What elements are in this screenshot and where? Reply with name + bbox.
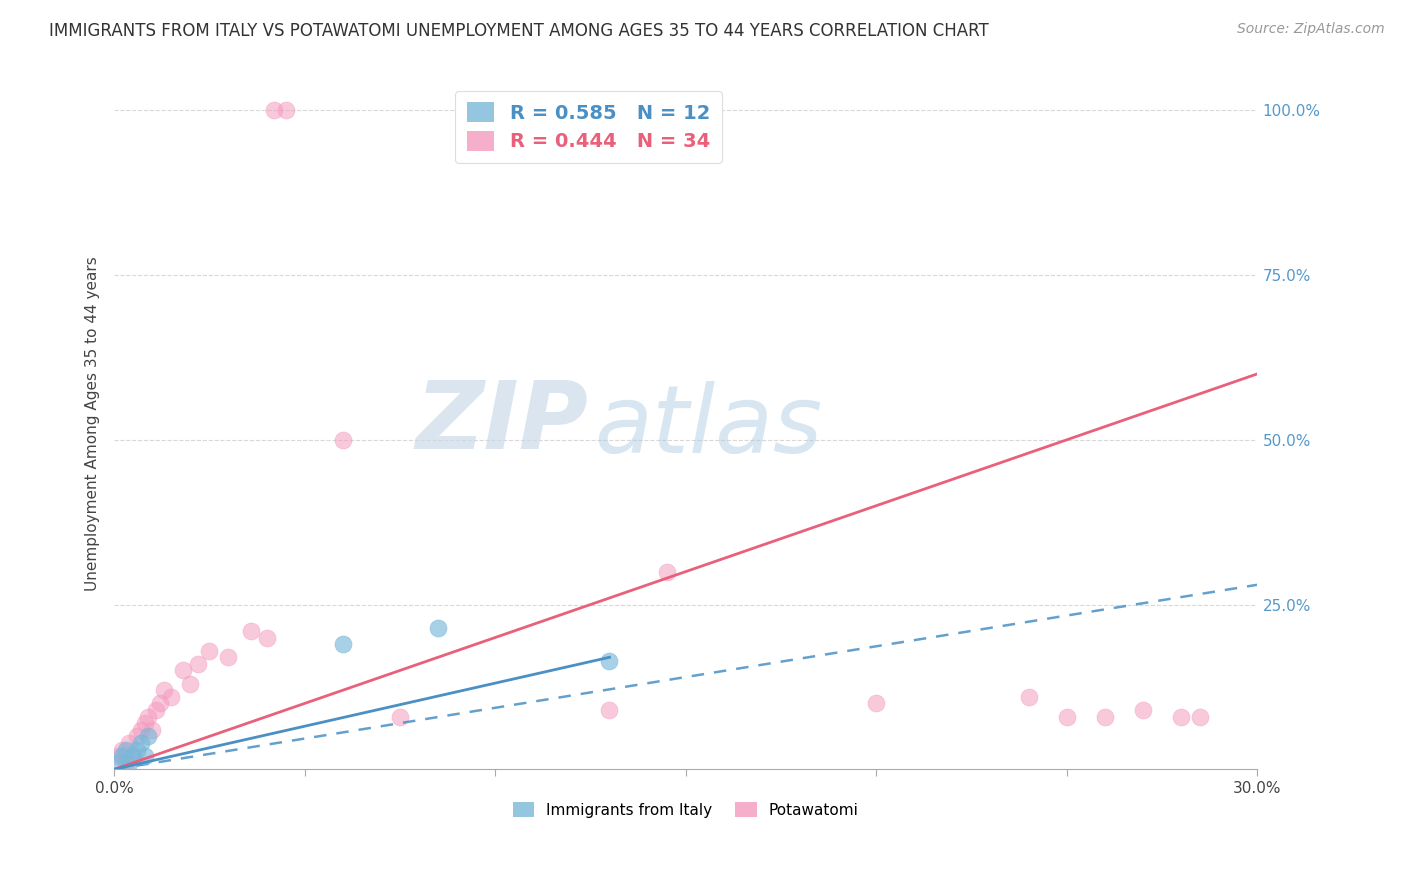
Point	[118, 756, 141, 770]
Text: Source: ZipAtlas.com: Source: ZipAtlas.com	[1237, 22, 1385, 37]
Point	[149, 697, 172, 711]
Point	[122, 749, 145, 764]
Point	[1094, 709, 1116, 723]
Point	[1170, 709, 1192, 723]
Point	[332, 637, 354, 651]
Point	[114, 742, 136, 756]
Point	[141, 723, 163, 737]
Y-axis label: Unemployment Among Ages 35 to 44 years: Unemployment Among Ages 35 to 44 years	[86, 256, 100, 591]
Legend: Immigrants from Italy, Potawatomi: Immigrants from Italy, Potawatomi	[506, 797, 865, 824]
Point	[198, 643, 221, 657]
Point	[107, 756, 129, 770]
Point	[218, 650, 240, 665]
Point	[118, 736, 141, 750]
Point	[172, 664, 194, 678]
Point	[598, 654, 620, 668]
Point	[138, 709, 160, 723]
Point	[179, 676, 201, 690]
Point	[598, 703, 620, 717]
Point	[187, 657, 209, 671]
Point	[160, 690, 183, 704]
Point	[1188, 709, 1211, 723]
Point	[655, 565, 678, 579]
Point	[1056, 709, 1078, 723]
Point	[107, 749, 129, 764]
Point	[427, 621, 450, 635]
Point	[129, 736, 152, 750]
Point	[274, 103, 297, 118]
Point	[1018, 690, 1040, 704]
Point	[240, 624, 263, 638]
Text: ZIP: ZIP	[416, 377, 589, 469]
Point	[145, 703, 167, 717]
Point	[388, 709, 411, 723]
Point	[1132, 703, 1154, 717]
Point	[111, 742, 134, 756]
Point	[122, 749, 145, 764]
Point	[125, 742, 148, 756]
Point	[138, 730, 160, 744]
Point	[111, 749, 134, 764]
Point	[865, 697, 887, 711]
Point	[125, 730, 148, 744]
Point	[114, 756, 136, 770]
Text: IMMIGRANTS FROM ITALY VS POTAWATOMI UNEMPLOYMENT AMONG AGES 35 TO 44 YEARS CORRE: IMMIGRANTS FROM ITALY VS POTAWATOMI UNEM…	[49, 22, 988, 40]
Point	[263, 103, 285, 118]
Point	[332, 433, 354, 447]
Point	[152, 683, 174, 698]
Point	[256, 631, 278, 645]
Point	[134, 716, 156, 731]
Point	[134, 749, 156, 764]
Text: atlas: atlas	[595, 382, 823, 473]
Point	[129, 723, 152, 737]
